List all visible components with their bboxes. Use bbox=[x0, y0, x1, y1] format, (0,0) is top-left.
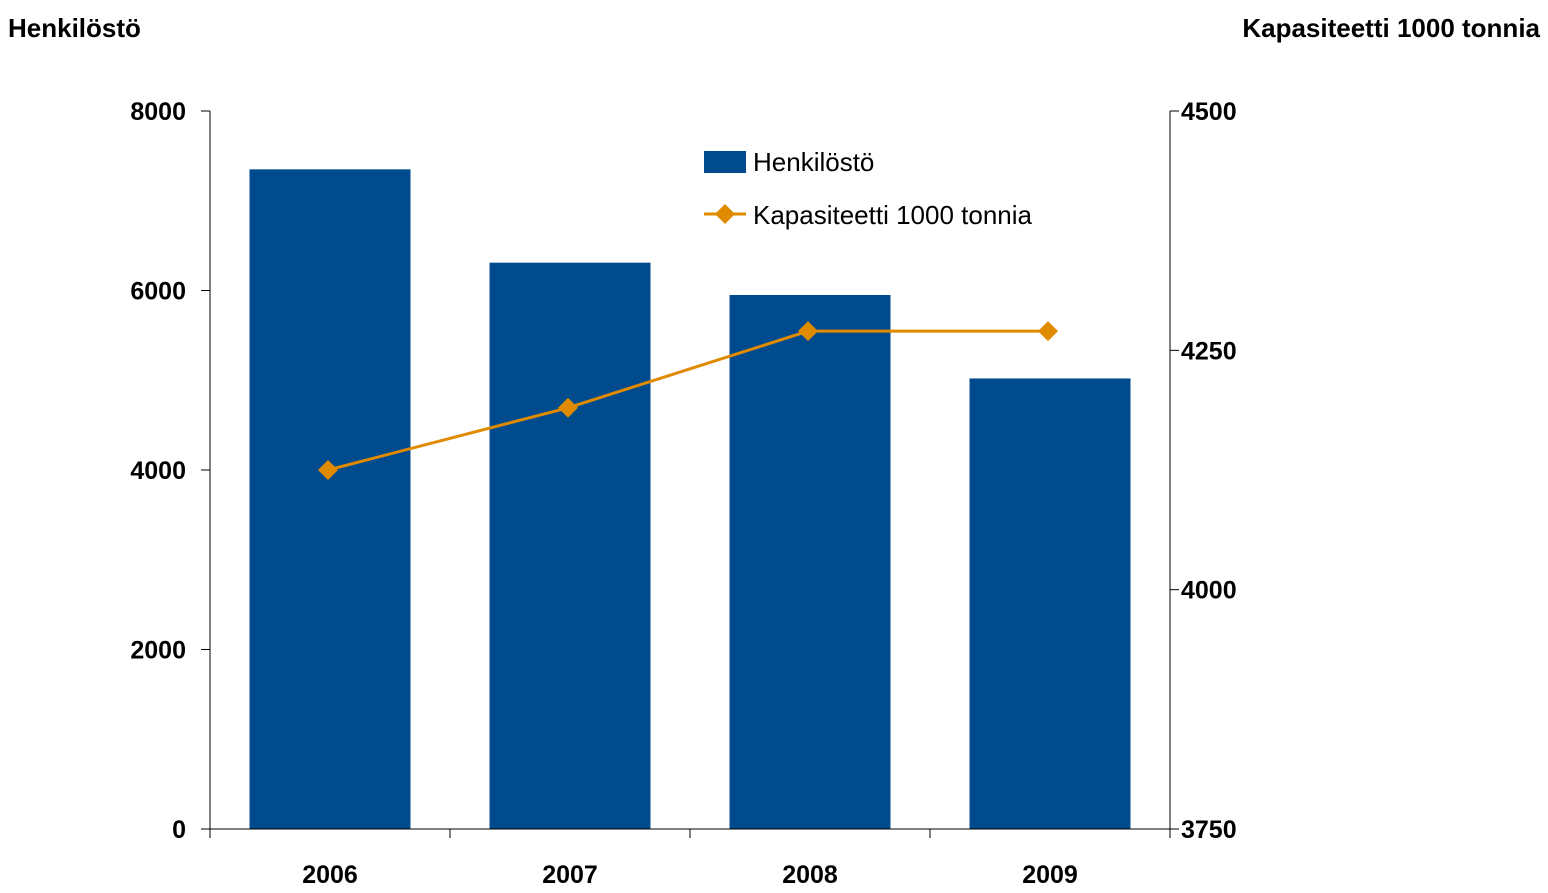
x-tick-label: 2009 bbox=[1022, 861, 1078, 888]
legend-line-marker bbox=[715, 204, 735, 224]
x-tick-label: 2006 bbox=[302, 861, 358, 888]
legend-bar-swatch bbox=[704, 151, 746, 173]
right-tick-label: 3750 bbox=[1181, 816, 1237, 844]
x-tick-label: 2008 bbox=[782, 861, 838, 888]
left-tick-label: 6000 bbox=[130, 278, 186, 306]
left-tick-label: 4000 bbox=[130, 457, 186, 485]
left-axis-title: Henkilöstö bbox=[8, 13, 141, 43]
right-tick-label: 4500 bbox=[1181, 98, 1237, 126]
line-point-2009 bbox=[1038, 321, 1058, 341]
bar-2009 bbox=[970, 378, 1131, 829]
line-series-path bbox=[328, 331, 1048, 470]
bars-layer bbox=[250, 169, 1131, 829]
legend-bar-label: Henkilöstö bbox=[753, 147, 874, 177]
left-tick-label: 0 bbox=[172, 816, 186, 844]
bar-2007 bbox=[490, 263, 651, 829]
legend: Henkilöstö Kapasiteetti 1000 tonnia bbox=[704, 147, 1033, 230]
right-tick-label: 4250 bbox=[1181, 337, 1237, 365]
left-tick-label: 8000 bbox=[130, 98, 186, 126]
right-tick-label: 4000 bbox=[1181, 577, 1237, 605]
legend-line-label: Kapasiteetti 1000 tonnia bbox=[753, 200, 1033, 230]
bar-2006 bbox=[250, 169, 411, 829]
right-axis-title: Kapasiteetti 1000 tonnia bbox=[1242, 13, 1540, 43]
x-tick-label: 2007 bbox=[542, 861, 598, 888]
left-tick-label: 2000 bbox=[130, 637, 186, 665]
line-layer bbox=[318, 321, 1058, 480]
bar-2008 bbox=[730, 295, 891, 829]
